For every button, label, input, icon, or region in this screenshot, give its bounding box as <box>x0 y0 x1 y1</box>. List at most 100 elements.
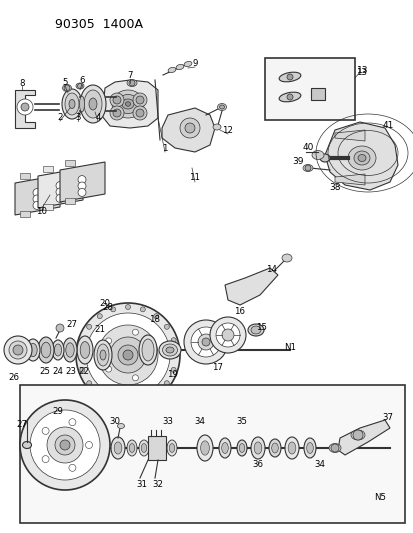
Circle shape <box>33 195 41 203</box>
Text: 15: 15 <box>256 324 267 333</box>
Ellipse shape <box>162 344 177 356</box>
Circle shape <box>132 329 138 335</box>
Ellipse shape <box>169 443 174 453</box>
Circle shape <box>149 352 154 358</box>
Text: 28: 28 <box>102 303 113 312</box>
Circle shape <box>136 109 144 117</box>
Circle shape <box>77 352 82 358</box>
Polygon shape <box>65 160 75 166</box>
Ellipse shape <box>38 337 54 363</box>
Circle shape <box>110 337 146 373</box>
Ellipse shape <box>129 443 134 453</box>
Text: 16: 16 <box>234 308 245 317</box>
Text: 26: 26 <box>9 374 19 383</box>
Ellipse shape <box>76 83 84 89</box>
Circle shape <box>69 464 76 471</box>
Text: 36: 36 <box>252 461 263 470</box>
Circle shape <box>56 195 64 203</box>
Text: 32: 32 <box>152 481 163 489</box>
Circle shape <box>13 345 23 355</box>
Ellipse shape <box>236 440 247 456</box>
Ellipse shape <box>80 85 106 123</box>
Text: 29: 29 <box>52 408 63 416</box>
Text: 31: 31 <box>136 481 147 489</box>
Circle shape <box>78 182 86 190</box>
Text: 4: 4 <box>95 112 100 122</box>
Bar <box>147 436 166 460</box>
Circle shape <box>110 307 115 312</box>
Ellipse shape <box>319 154 329 162</box>
Text: 13: 13 <box>356 66 368 75</box>
Ellipse shape <box>200 441 209 455</box>
Text: N1: N1 <box>283 343 295 352</box>
Circle shape <box>80 338 85 343</box>
Text: 12: 12 <box>222 125 233 134</box>
Ellipse shape <box>166 440 177 456</box>
Circle shape <box>80 367 85 373</box>
Ellipse shape <box>278 72 300 82</box>
Text: 38: 38 <box>328 183 340 192</box>
Ellipse shape <box>250 326 260 334</box>
Text: 8: 8 <box>19 78 25 87</box>
Bar <box>264 58 354 120</box>
Ellipse shape <box>302 165 312 172</box>
Circle shape <box>110 93 124 107</box>
Circle shape <box>9 341 27 359</box>
Ellipse shape <box>54 344 62 356</box>
Circle shape <box>42 456 49 463</box>
Text: 30: 30 <box>109 417 120 426</box>
Ellipse shape <box>62 85 71 92</box>
Ellipse shape <box>29 343 37 357</box>
Circle shape <box>185 123 195 133</box>
Circle shape <box>78 188 86 196</box>
Circle shape <box>171 367 176 373</box>
Circle shape <box>97 313 102 319</box>
Text: 40: 40 <box>301 142 313 151</box>
Circle shape <box>113 109 121 117</box>
Ellipse shape <box>271 443 278 453</box>
Circle shape <box>164 324 169 329</box>
Ellipse shape <box>250 437 264 459</box>
Polygon shape <box>334 174 364 185</box>
Ellipse shape <box>114 442 121 454</box>
Ellipse shape <box>151 437 165 459</box>
Circle shape <box>17 99 33 115</box>
Circle shape <box>286 94 292 100</box>
Ellipse shape <box>239 443 244 453</box>
Ellipse shape <box>89 98 97 110</box>
Text: 2: 2 <box>57 112 63 122</box>
Polygon shape <box>60 162 105 202</box>
Text: 35: 35 <box>236 417 247 426</box>
Circle shape <box>60 440 70 450</box>
Circle shape <box>164 381 169 386</box>
Ellipse shape <box>139 440 149 456</box>
Circle shape <box>76 303 180 407</box>
Text: 22: 22 <box>78 367 89 376</box>
Polygon shape <box>15 90 35 128</box>
Circle shape <box>133 93 147 107</box>
Text: 41: 41 <box>381 120 393 130</box>
Text: 34: 34 <box>314 461 325 470</box>
Text: 27: 27 <box>66 320 77 329</box>
Ellipse shape <box>159 341 180 359</box>
Polygon shape <box>224 268 277 305</box>
Circle shape <box>183 320 228 364</box>
Circle shape <box>197 334 214 350</box>
Ellipse shape <box>125 102 130 106</box>
Ellipse shape <box>127 79 137 86</box>
Circle shape <box>30 410 100 480</box>
Ellipse shape <box>306 442 313 454</box>
Text: 1: 1 <box>162 143 167 152</box>
Ellipse shape <box>79 96 84 112</box>
Circle shape <box>33 201 41 209</box>
Circle shape <box>33 189 41 197</box>
Ellipse shape <box>77 336 93 364</box>
Text: 5: 5 <box>62 77 68 86</box>
Ellipse shape <box>166 347 173 353</box>
Circle shape <box>97 391 102 397</box>
Circle shape <box>77 84 82 88</box>
Circle shape <box>64 85 70 91</box>
Circle shape <box>47 427 83 463</box>
Ellipse shape <box>197 435 212 461</box>
Bar <box>310 88 324 100</box>
